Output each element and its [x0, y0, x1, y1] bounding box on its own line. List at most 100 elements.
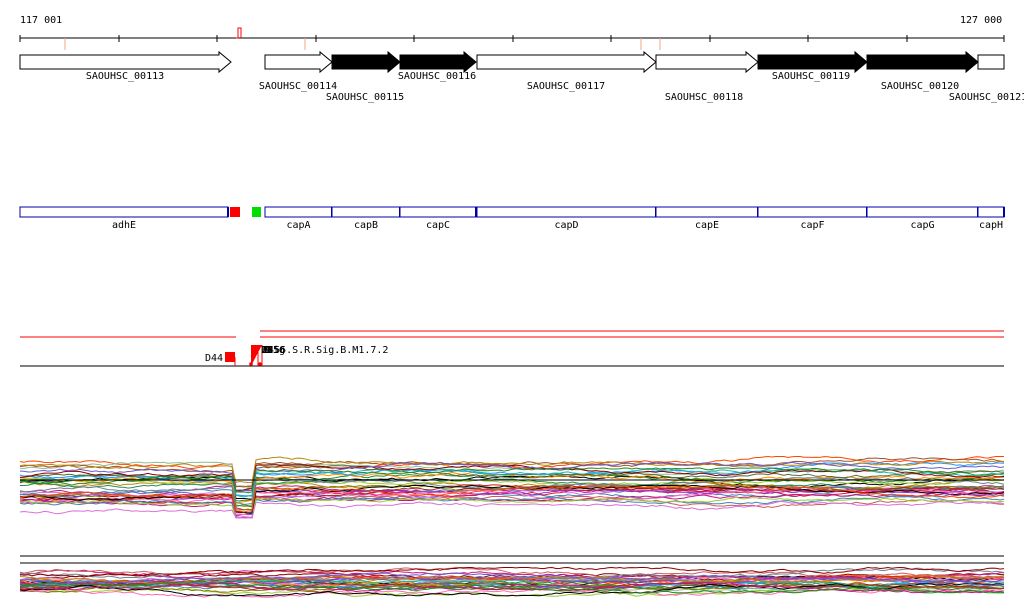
gene-name-box[interactable]: [655, 206, 759, 218]
overlap-label: B: [261, 345, 267, 356]
expression-panel-lower: [19, 555, 1005, 598]
expression-series-line: [19, 582, 1005, 594]
gene-name-capF[interactable]: capF: [757, 206, 868, 231]
gene-label: SAOUHSC_00114: [259, 81, 337, 92]
gene-name-capB[interactable]: capB: [331, 206, 401, 231]
gene-name-label: capC: [426, 220, 450, 231]
gene-arrow[interactable]: [476, 50, 657, 74]
gene-name-label: capG: [910, 220, 934, 231]
gene-arrow[interactable]: [866, 50, 979, 74]
gene-name-capH[interactable]: capH: [977, 206, 1005, 231]
expression-series-line: [19, 579, 1005, 589]
gene-label: SAOUHSC_00118: [665, 92, 743, 103]
overlap-label: R: [265, 345, 272, 356]
gene-arrow[interactable]: [331, 50, 401, 74]
green-feature-mark: [252, 207, 261, 217]
gene-label: SAOUHSC_00119: [772, 71, 850, 82]
expression-series-line: [19, 486, 1004, 519]
expression-series-line: [19, 575, 1005, 584]
gene-arrow[interactable]: [757, 50, 868, 74]
gene-saouhsc_00119[interactable]: SAOUHSC_00119: [757, 50, 868, 82]
gene-name-box[interactable]: [866, 206, 979, 218]
gene-name-capA[interactable]: capA: [264, 206, 333, 231]
gene-arrow[interactable]: [264, 50, 333, 74]
expression-series-line: [19, 455, 1004, 488]
ruler-peak-mark: [236, 27, 242, 39]
gene-name-box[interactable]: [264, 206, 333, 218]
expression-series-line: [19, 583, 1005, 597]
d44-marker[interactable]: [225, 352, 235, 362]
gene-label: SAOUHSC_00115: [326, 92, 404, 103]
gene-name-box[interactable]: [757, 206, 868, 218]
expression-series-line: [20, 478, 1005, 508]
gene-label: SAOUHSC_00116: [398, 71, 476, 82]
gene-name-capD[interactable]: capD: [476, 206, 657, 231]
ruler-end-label: 127 000: [960, 15, 1002, 26]
gene-name-box[interactable]: [19, 206, 229, 218]
cluster-dot: [258, 362, 262, 366]
cluster-dot: [249, 362, 253, 366]
gene-name-capG[interactable]: capG: [866, 206, 979, 231]
gene-name-box[interactable]: [476, 206, 657, 218]
ruler-start-label: 117 001: [20, 15, 62, 26]
d44-label: D44: [205, 353, 223, 364]
gene-saouhsc_00114[interactable]: SAOUHSC_00114: [259, 50, 337, 92]
gene-name-label: capD: [554, 220, 578, 231]
gene-name-box[interactable]: [331, 206, 401, 218]
gene-arrow[interactable]: [19, 50, 232, 74]
overlap-label-stack: J456.S.R.Sig.B.M1.7.2: [262, 345, 388, 356]
gene-saouhsc_00116[interactable]: SAOUHSC_00116: [398, 50, 477, 82]
gene-name-label: capE: [695, 220, 719, 231]
gene-name-track: adhE capA capB capC capD capE capF capG capH: [19, 206, 1005, 231]
gene-name-label: capA: [286, 220, 310, 231]
gene-label: SAOUHSC_00117: [527, 81, 605, 92]
gene-name-label: adhE: [112, 220, 136, 231]
expression-panel-upper: [19, 455, 1005, 519]
gene-name-capC[interactable]: capC: [399, 206, 477, 231]
red-feature-mark: [230, 207, 240, 217]
overlap-label: M: [263, 345, 269, 356]
gene-name-box[interactable]: [399, 206, 477, 218]
gene-name-capE[interactable]: capE: [655, 206, 759, 231]
gene-saouhsc_00121[interactable]: SAOUHSC_00121: [949, 54, 1024, 103]
expression-series-line: [19, 572, 1005, 586]
expression-series-line: [19, 461, 1005, 492]
gene-saouhsc_00113[interactable]: SAOUHSC_00113: [19, 50, 232, 82]
expression-series-line: [19, 467, 1005, 494]
gene-label: SAOUHSC_00113: [86, 71, 164, 82]
cluster-marker[interactable]: [251, 345, 262, 366]
gene-name-adhE[interactable]: adhE: [19, 206, 229, 231]
overlap-label: S: [263, 345, 269, 356]
overlap-label: 7: [267, 345, 273, 356]
expression-series-line: [19, 500, 1005, 519]
gene-saouhsc_00117[interactable]: SAOUHSC_00117: [476, 50, 657, 92]
gene-arrow[interactable]: [655, 50, 759, 74]
gene-saouhsc_00120[interactable]: SAOUHSC_00120: [866, 50, 979, 92]
gene-arrow[interactable]: [977, 54, 1005, 70]
gene-name-label: capB: [354, 220, 378, 231]
overlap-label: 2: [261, 345, 267, 356]
expression-series-line: [19, 456, 1005, 484]
coordinate-ruler: 117 001 127 000: [19, 15, 1005, 50]
gene-saouhsc_00118[interactable]: SAOUHSC_00118: [655, 50, 759, 103]
expression-series-line: [19, 566, 1005, 578]
gene-arrow[interactable]: [399, 50, 477, 74]
expression-series-line: [19, 495, 1005, 519]
expression-series-line: [19, 475, 1005, 500]
overlap-label: 1: [265, 345, 271, 356]
overlap-label: Sig: [267, 345, 285, 356]
overlap-label: J456: [261, 345, 285, 356]
gene-name-label: capF: [800, 220, 824, 231]
gene-saouhsc_00115[interactable]: SAOUHSC_00115: [326, 50, 404, 103]
expression-series-line: [19, 477, 1005, 507]
gene-label: SAOUHSC_00120: [881, 81, 959, 92]
expression-series-line: [19, 580, 1005, 594]
gene-label: SAOUHSC_00121: [949, 92, 1024, 103]
expression-series-line: [19, 485, 1005, 513]
gene-name-box[interactable]: [977, 206, 1005, 218]
expression-series-line: [19, 489, 1005, 517]
ruler-ticks: [19, 27, 1005, 50]
